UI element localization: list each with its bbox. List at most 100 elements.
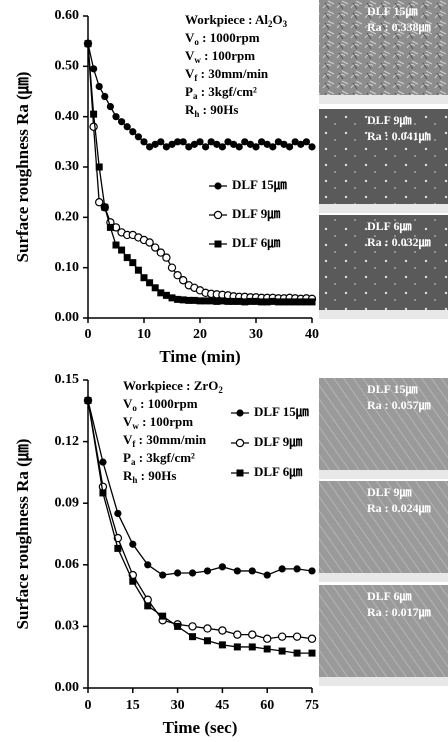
marker	[146, 143, 154, 151]
annotation-part: w	[132, 421, 139, 431]
marker	[203, 637, 211, 645]
marker	[230, 297, 238, 305]
annotation-part: P	[123, 450, 131, 465]
series-line	[87, 400, 312, 654]
marker	[274, 138, 282, 146]
marker	[241, 298, 249, 306]
marker	[146, 279, 154, 287]
marker	[114, 544, 122, 552]
x-tick-label: 0	[85, 698, 92, 713]
marker	[246, 140, 254, 148]
marker	[134, 266, 142, 274]
marker	[302, 298, 310, 306]
annotation-part: o	[194, 37, 199, 47]
annotation-part: V	[185, 66, 195, 81]
marker	[168, 140, 176, 148]
marker	[207, 297, 215, 305]
marker	[159, 612, 167, 620]
annotation-part: R	[185, 102, 195, 117]
annotation: Workpiece : ZrO2	[123, 378, 223, 395]
marker	[224, 138, 232, 146]
y-tick-label: 0.60	[55, 8, 80, 23]
marker	[236, 469, 244, 477]
annotation-part: a	[193, 91, 198, 101]
marker	[308, 567, 316, 575]
annotation-part: V	[185, 48, 195, 63]
marker	[123, 123, 131, 131]
annotation: Rh : 90Hs	[185, 102, 238, 119]
marker	[144, 602, 152, 610]
x-axis-title: Time (min)	[159, 347, 240, 366]
x-tick-label: 30	[171, 698, 185, 713]
y-tick-label: 0.40	[55, 109, 80, 124]
panel-ra: Ra : 0.041㎛	[367, 129, 431, 143]
marker	[129, 128, 137, 136]
legend-label: DLF 9㎛	[232, 206, 280, 222]
series-line	[87, 400, 313, 640]
marker	[151, 140, 159, 148]
panel-label: DLF 9㎛	[367, 113, 412, 127]
annotation-part: : 90Hs	[199, 102, 238, 117]
y-tick-label: 0.03	[55, 619, 80, 634]
marker	[106, 223, 114, 231]
marker	[101, 92, 109, 101]
marker	[218, 626, 227, 635]
marker	[213, 140, 221, 148]
y-tick-label: 0.50	[55, 59, 80, 74]
micrograph	[319, 215, 448, 319]
x-tick-label: 60	[260, 698, 274, 713]
marker	[188, 569, 197, 577]
marker	[203, 567, 212, 575]
marker	[99, 458, 107, 466]
marker	[307, 634, 317, 643]
marker	[140, 274, 148, 282]
marker	[277, 632, 287, 641]
marker	[263, 571, 271, 579]
y-tick-label: 0.20	[55, 210, 80, 225]
annotation-part: : 1000rpm	[137, 396, 198, 411]
marker	[241, 138, 249, 146]
annotation-part: Workpiece : ZrO	[123, 378, 218, 393]
micrograph-footer	[319, 95, 448, 104]
marker	[258, 298, 266, 306]
marker	[157, 138, 165, 146]
marker	[280, 298, 288, 306]
annotation: Vf : 30mm/min	[185, 66, 269, 83]
marker	[112, 113, 120, 121]
y-tick-label: 0.00	[55, 680, 80, 695]
annotation-part: : 100rpm	[201, 48, 255, 63]
panel-label: DLF 15㎛	[367, 4, 418, 18]
marker	[129, 577, 137, 585]
marker	[90, 65, 98, 73]
y-tick-label: 0.30	[55, 159, 80, 174]
marker	[151, 284, 159, 292]
marker	[144, 561, 152, 569]
micrograph	[319, 481, 448, 582]
annotation: Vf : 30mm/min	[123, 432, 207, 449]
marker	[134, 133, 142, 141]
panel-ra: Ra : 0.057㎛	[367, 398, 431, 412]
x-tick-label: 10	[137, 327, 151, 342]
annotation-part: h	[194, 109, 199, 119]
marker	[145, 238, 154, 247]
annotation: Vw : 100rpm	[123, 414, 193, 431]
panel-label: DLF 15㎛	[367, 382, 418, 396]
annotation: Pa : 3kgf/cm²	[123, 450, 195, 467]
marker	[233, 567, 241, 575]
marker	[252, 143, 260, 151]
marker	[246, 297, 254, 305]
x-tick-label: 75	[305, 698, 319, 713]
legend-label: DLF 15㎛	[254, 404, 309, 420]
marker	[286, 143, 294, 151]
annotation-part: : 30mm/min	[197, 66, 269, 81]
marker	[236, 409, 244, 417]
marker	[129, 540, 137, 548]
legend-label: DLF 15㎛	[232, 177, 287, 193]
series-line	[87, 43, 313, 300]
marker	[196, 297, 204, 305]
micrograph	[319, 378, 448, 479]
panel-label: DLF 6㎛	[367, 589, 412, 603]
marker	[162, 291, 170, 299]
annotation: Pa : 3kgf/cm²	[185, 84, 257, 101]
